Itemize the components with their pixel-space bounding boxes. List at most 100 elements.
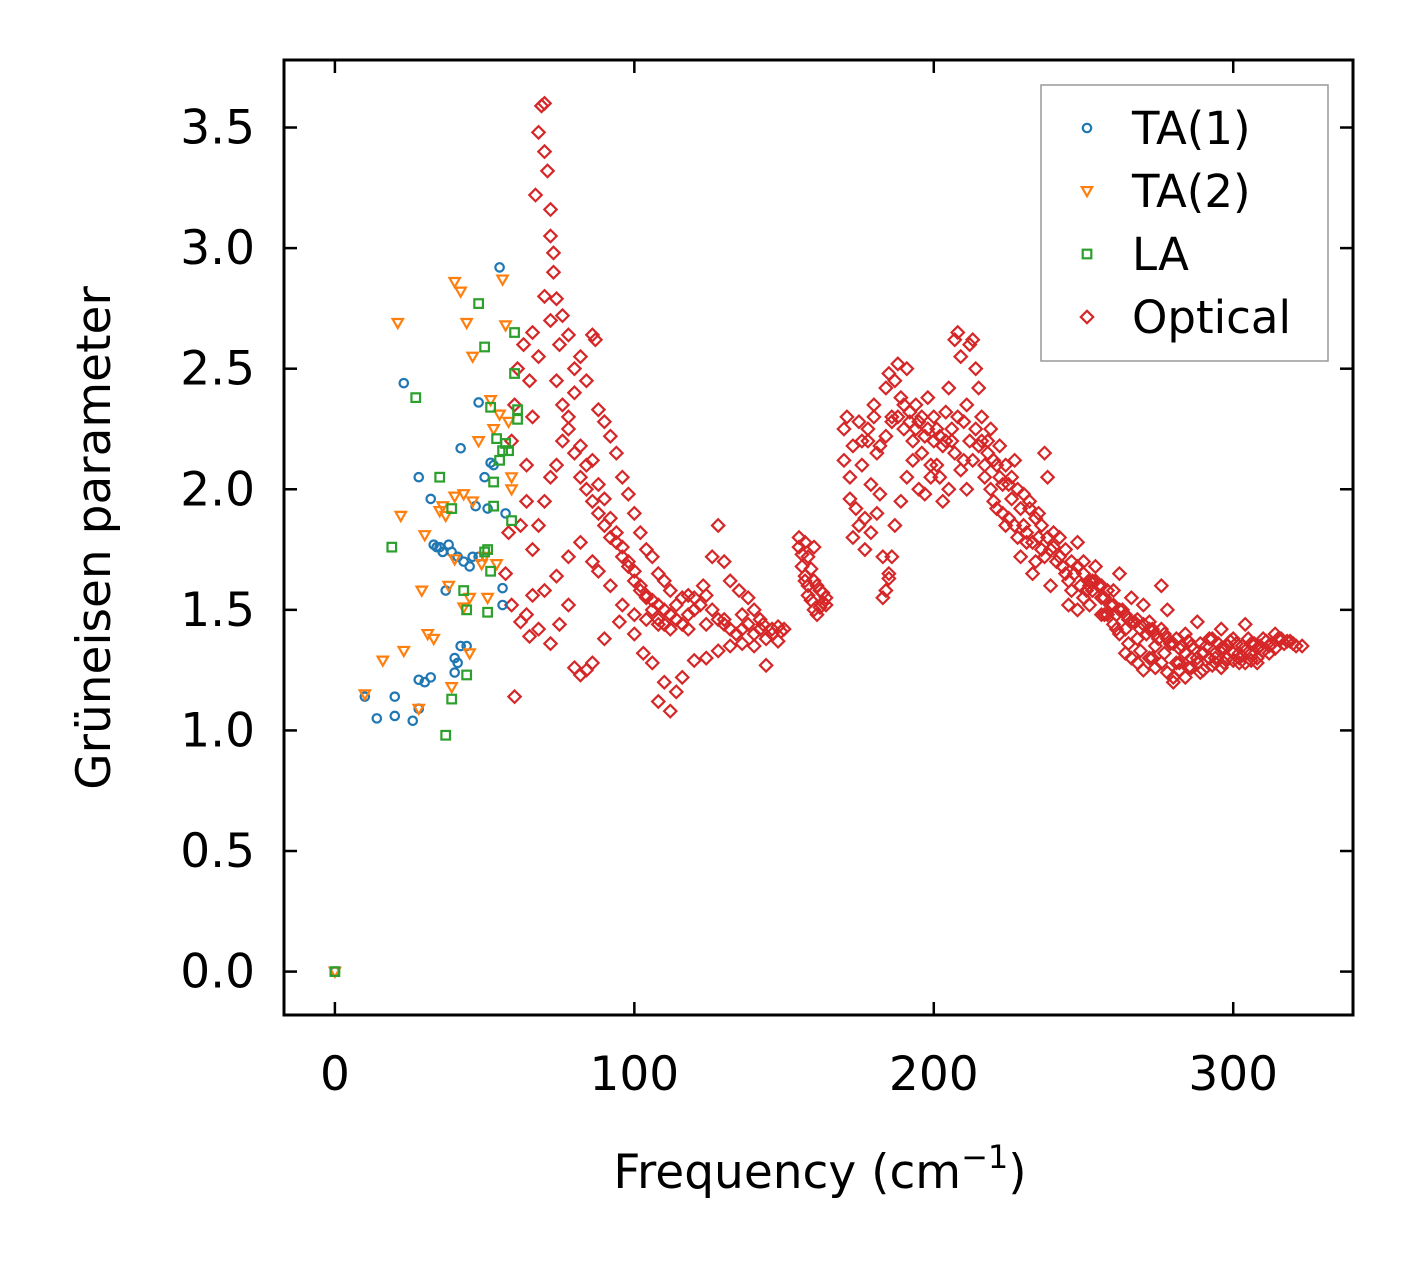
data-point (1021, 500, 1038, 517)
data-point (1081, 577, 1098, 594)
data-point (866, 409, 882, 425)
data-point (393, 510, 408, 524)
data-point (994, 476, 1011, 493)
data-point (435, 501, 450, 514)
data-point (479, 546, 491, 558)
data-point (509, 368, 520, 379)
data-point (456, 602, 471, 615)
data-point (497, 445, 508, 457)
data-point (680, 606, 696, 623)
legend-marker (1079, 309, 1095, 325)
data-point (961, 433, 978, 449)
x-tick-label: 300 (1188, 1047, 1278, 1102)
data-point (1213, 640, 1230, 657)
data-point (1168, 655, 1185, 671)
data-point (560, 549, 577, 565)
data-point (1105, 616, 1122, 633)
data-point (551, 336, 568, 353)
data-point (390, 317, 405, 331)
data-point (572, 438, 589, 454)
data-point (1012, 549, 1029, 565)
y-tick-label: 0.5 (180, 824, 255, 879)
data-point (815, 585, 831, 601)
series-optical (497, 95, 1310, 719)
data-point (590, 401, 607, 418)
data-point (674, 669, 691, 686)
data-point (791, 539, 807, 555)
data-point (1081, 597, 1098, 613)
data-point (548, 290, 565, 307)
data-point (908, 421, 924, 437)
series-ta-2 (327, 274, 519, 980)
data-point (500, 508, 511, 519)
data-point (1033, 517, 1050, 534)
data-point (923, 469, 939, 485)
data-point (530, 621, 547, 637)
data-point (758, 631, 774, 647)
data-point (941, 481, 957, 498)
data-point (602, 428, 619, 444)
data-point (626, 563, 643, 580)
data-point (602, 577, 619, 594)
data-point (455, 640, 466, 652)
data-point (1018, 524, 1035, 541)
data-point (1045, 539, 1062, 555)
data-point (1051, 529, 1068, 546)
data-point (554, 307, 571, 324)
data-point (1099, 582, 1116, 599)
data-point (542, 312, 559, 329)
data-point (587, 331, 604, 348)
x-tick-label: 200 (889, 1047, 979, 1102)
data-point (434, 471, 446, 483)
data-point (860, 433, 876, 449)
data-point (662, 621, 679, 637)
data-point (803, 561, 819, 577)
data-point (500, 524, 517, 541)
data-point (632, 577, 649, 594)
data-point (860, 421, 876, 437)
data-point (650, 693, 667, 710)
data-point (887, 372, 903, 389)
data-point (964, 452, 981, 469)
data-point (1159, 664, 1176, 681)
data-point (1165, 674, 1182, 690)
data-point (545, 245, 562, 261)
data-point (560, 421, 577, 437)
data-point (461, 604, 473, 616)
data-point (539, 163, 556, 179)
data-point (1015, 486, 1032, 502)
data-point (1024, 565, 1041, 582)
data-point (455, 442, 466, 454)
data-point (731, 582, 747, 599)
data-point (881, 365, 897, 382)
data-point (389, 691, 401, 702)
data-point (698, 587, 714, 604)
data-point (890, 356, 906, 372)
data-point (638, 611, 655, 628)
legend-label: TA(2) (1131, 165, 1251, 218)
data-point (955, 413, 972, 430)
data-point (1153, 577, 1170, 594)
data-point (905, 452, 921, 469)
data-point (503, 445, 514, 457)
y-tick-label: 3.0 (180, 221, 255, 276)
data-point (1288, 638, 1304, 654)
data-point (596, 631, 613, 647)
data-point (504, 484, 519, 497)
data-point (498, 320, 513, 333)
data-point (1096, 606, 1113, 623)
data-point (462, 648, 477, 661)
data-point (878, 582, 894, 599)
data-point (410, 392, 422, 404)
data-point (1276, 635, 1292, 652)
data-point (812, 599, 828, 616)
data-point (441, 580, 456, 594)
data-point (414, 585, 429, 598)
data-point (674, 590, 691, 606)
data-point (991, 469, 1008, 485)
data-point (506, 397, 523, 413)
data-point (967, 421, 984, 437)
data-point (482, 606, 494, 618)
data-point (1084, 582, 1101, 599)
data-point (467, 551, 478, 563)
